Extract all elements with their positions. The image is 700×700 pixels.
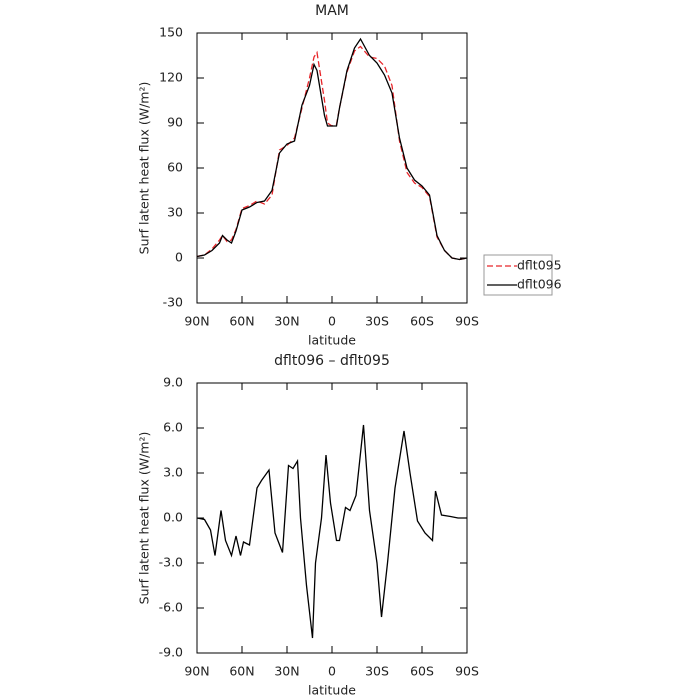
x-tick-label: 0 (328, 314, 336, 329)
x-tick-label: 90N (184, 664, 209, 679)
plot-frame (196, 32, 468, 304)
y-tick-label: 0.0 (163, 510, 183, 525)
y-tick-label: 0 (175, 250, 183, 265)
chart-title: dflt096 – dflt095 (274, 353, 390, 369)
y-tick-label: 60 (167, 160, 183, 175)
chart-title: MAM (315, 3, 349, 19)
x-axis-label: latitude (308, 683, 356, 698)
x-tick-label: 90S (455, 314, 479, 329)
y-tick-label: 9.0 (163, 375, 183, 390)
y-tick-label: 90 (167, 115, 183, 130)
y-tick-label: -9.0 (159, 645, 183, 660)
series-line (196, 37, 468, 261)
y-tick-label: -30 (163, 295, 183, 310)
x-tick-label: 30S (365, 664, 389, 679)
y-axis-label: Surf latent heat flux (W/m²) (137, 432, 152, 605)
y-tick-label: 6.0 (163, 420, 183, 435)
y-tick-label: -6.0 (159, 600, 183, 615)
x-tick-label: 0 (328, 664, 336, 679)
y-tick-label: 30 (167, 205, 183, 220)
y-tick-label: -3.0 (159, 555, 183, 570)
legend-label: dflt095 (517, 258, 562, 273)
x-tick-label: 60N (229, 664, 254, 679)
plot-frame (196, 382, 468, 654)
x-tick-label: 90N (184, 314, 209, 329)
legend-box (483, 254, 553, 296)
legend-label: dflt096 (517, 277, 562, 292)
x-axis-label: latitude (308, 333, 356, 348)
y-tick-label: 120 (159, 70, 183, 85)
x-tick-label: 30N (274, 664, 299, 679)
x-tick-label: 60N (229, 314, 254, 329)
x-tick-label: 60S (410, 314, 434, 329)
y-tick-label: 150 (159, 25, 183, 40)
x-tick-label: 30N (274, 314, 299, 329)
x-tick-label: 90S (455, 664, 479, 679)
x-tick-label: 30S (365, 314, 389, 329)
series-line (196, 424, 467, 639)
x-tick-label: 60S (410, 664, 434, 679)
y-axis-label: Surf latent heat flux (W/m²) (137, 82, 152, 255)
y-tick-label: 3.0 (163, 465, 183, 480)
